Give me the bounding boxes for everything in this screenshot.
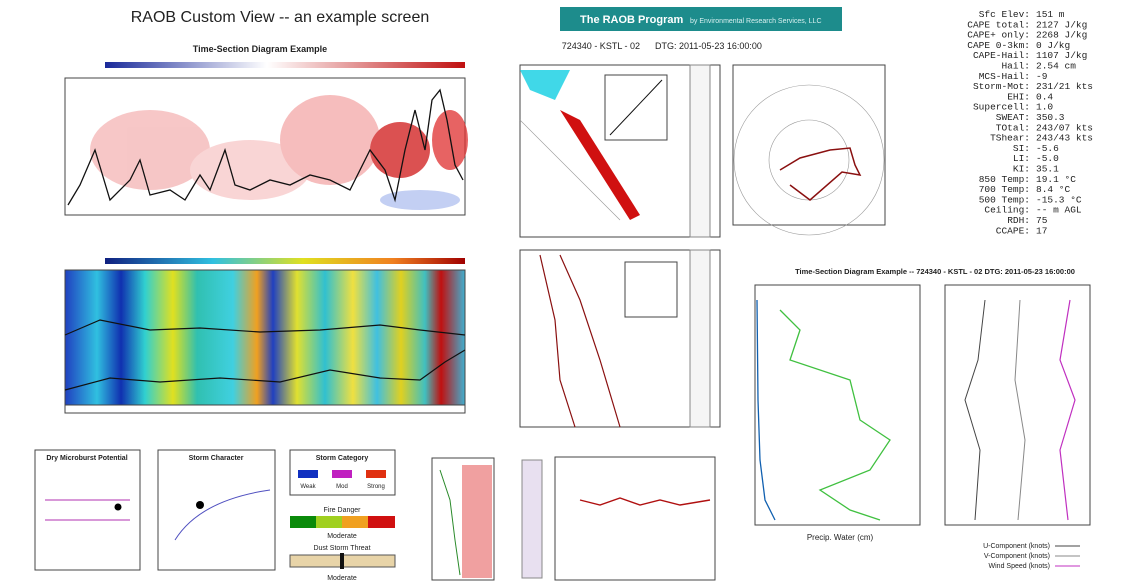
category-label: Strong	[367, 484, 385, 490]
colorbar	[105, 62, 465, 68]
plot-frame	[755, 285, 920, 525]
level-label: Moderate	[327, 533, 357, 540]
parameter-name: CCAPE:	[996, 225, 1030, 236]
wind-column	[690, 65, 710, 237]
panel-title: Fire Danger	[324, 507, 362, 514]
legend-label: V-Component (knots)	[984, 553, 1050, 560]
panel-title: Dust Storm Threat	[313, 545, 370, 552]
legend: U-Component (knots) V-Component (knots) Wi…	[983, 543, 1080, 570]
band	[342, 516, 368, 528]
inset	[625, 262, 677, 317]
body: RAOB Custom View -- an example screen Th…	[0, 0, 1130, 587]
band	[316, 516, 342, 528]
parameter-value: 17	[1036, 225, 1047, 236]
screen: RAOB Custom View -- an example screen Th…	[0, 0, 1130, 587]
station: 724340 - KSTL - 02	[562, 41, 640, 51]
level-label: Moderate	[327, 575, 357, 582]
hodograph	[733, 65, 885, 225]
panel-title: Time-Section Diagram Example	[193, 44, 327, 54]
pointer	[340, 553, 344, 569]
band	[368, 516, 395, 528]
marker	[115, 504, 122, 511]
page-title: RAOB Custom View -- an example screen	[131, 9, 429, 26]
panel-title: Storm Category	[316, 455, 369, 462]
category-label: Weak	[300, 484, 316, 490]
shade	[462, 465, 492, 578]
decor-ellipse	[280, 95, 380, 185]
plot-frame	[65, 270, 465, 405]
swatch	[298, 470, 318, 478]
dtg: DTG: 2011-05-23 16:00:00	[655, 41, 762, 51]
decor-ellipse	[370, 122, 430, 178]
panel	[35, 450, 140, 570]
plot-frame	[555, 457, 715, 580]
color-column	[522, 460, 542, 578]
decor-ellipse	[90, 110, 210, 190]
colorbar	[105, 258, 465, 264]
panel	[158, 450, 275, 570]
panel-title: Storm Character	[189, 455, 244, 462]
category-label: Mod	[336, 484, 348, 490]
banner-title: The RAOB Program	[580, 14, 684, 26]
swatch	[366, 470, 386, 478]
wind-column	[690, 250, 710, 427]
marker	[196, 501, 204, 509]
axis-strip	[65, 405, 465, 413]
axis-label: Precip. Water (cm)	[807, 533, 874, 542]
page: RAOB Custom View { "header": { "title": …	[0, 0, 1130, 587]
band	[290, 516, 316, 528]
panel-title: Time-Section Diagram Example -- 724340 -…	[795, 267, 1075, 276]
panel-title: Dry Microburst Potential	[46, 455, 127, 462]
banner-subtitle: by Environmental Research Services, LLC	[690, 18, 822, 25]
legend-label: U-Component (knots)	[983, 543, 1050, 550]
legend-label: Wind Speed (knots)	[989, 563, 1050, 570]
swatch	[332, 470, 352, 478]
